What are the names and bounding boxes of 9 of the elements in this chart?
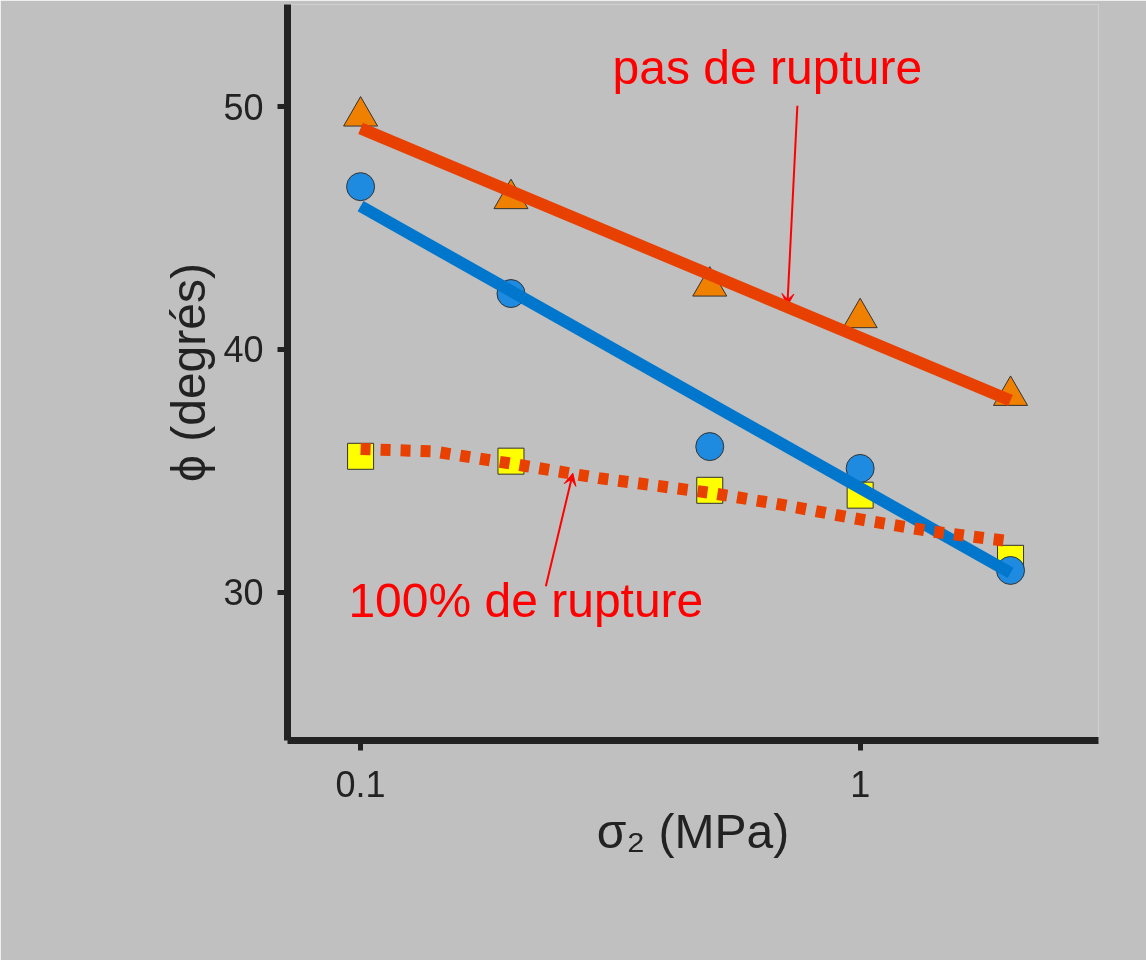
annotation: pas de rupture (612, 41, 923, 95)
y-tick-label: 50 (223, 86, 264, 128)
x-tick-label: 1 (850, 763, 871, 805)
x-axis-title: σ₂ (MPa) (596, 804, 790, 858)
x-tick-label: 0.1 (335, 763, 386, 805)
y-tick-label: 30 (223, 572, 264, 614)
annotation: 100% de rupture (348, 573, 704, 627)
y-tick-label: 40 (223, 329, 264, 371)
y-axis-title: ϕ (degrés) (162, 263, 216, 482)
